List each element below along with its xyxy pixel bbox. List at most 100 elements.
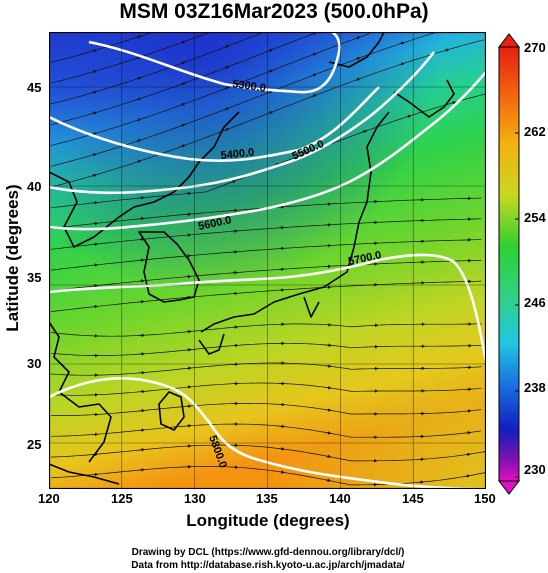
flow-arrow xyxy=(179,61,186,65)
flow-arrow xyxy=(135,139,142,143)
flow-arrow xyxy=(311,94,317,98)
flow-arrow xyxy=(311,52,317,57)
x-axis-label: Longitude (degrees) xyxy=(186,511,350,530)
flow-arrow xyxy=(464,474,471,478)
flow-arrow xyxy=(139,448,145,452)
y-axis-label: Latitude (degrees) xyxy=(3,184,22,332)
flow-arrow xyxy=(465,430,472,435)
colorbar-scale xyxy=(498,46,520,482)
streamline xyxy=(50,239,482,271)
flow-arrow xyxy=(138,300,145,304)
flow-arrow xyxy=(405,114,412,119)
x-tick-135: 135 xyxy=(256,491,278,506)
flow-arrow xyxy=(179,103,186,107)
flow-arrow xyxy=(139,408,146,413)
flow-arrow xyxy=(223,86,230,90)
flow-arrow xyxy=(311,73,317,77)
flow-arrow xyxy=(267,111,274,115)
y-tick-45: 45 xyxy=(27,80,42,95)
flow-arrow xyxy=(138,258,145,262)
flow-arrow xyxy=(223,65,230,70)
flow-arrow xyxy=(92,221,99,226)
colorbar-tick-254: 254 xyxy=(524,210,546,225)
flow-arrow xyxy=(135,97,142,101)
x-tick-125: 125 xyxy=(111,491,133,506)
colorbar-tick-262: 262 xyxy=(524,124,546,139)
flow-arrow xyxy=(179,82,186,86)
flow-arrow xyxy=(135,76,142,81)
flow-arrow xyxy=(138,216,145,221)
flow-arrow xyxy=(91,69,97,74)
colorbar-tick-230: 230 xyxy=(524,462,546,477)
flow-arrow xyxy=(223,107,230,111)
flow-arrow xyxy=(185,366,192,371)
flow-arrow xyxy=(223,128,230,132)
streamline xyxy=(50,423,481,438)
flow-arrow xyxy=(179,144,186,148)
flow-arrow xyxy=(267,69,274,73)
flow-arrow xyxy=(91,173,97,178)
grid-lines xyxy=(49,32,486,489)
contour-label-5400: 5400.0 xyxy=(220,147,255,162)
streamline xyxy=(50,382,482,396)
flow-arrow xyxy=(464,452,471,457)
colorbar-tick-238: 238 xyxy=(524,380,546,395)
streamline xyxy=(50,403,482,416)
x-tick-150: 150 xyxy=(474,491,496,506)
map-frame xyxy=(49,32,486,489)
flow-arrow xyxy=(185,274,192,279)
flow-arrow xyxy=(185,212,192,217)
flow-arrow xyxy=(135,118,142,122)
x-tick-140: 140 xyxy=(329,491,351,506)
flow-arrow xyxy=(230,180,236,184)
flow-arrow xyxy=(91,153,97,157)
flow-arrow xyxy=(135,159,142,164)
flow-arrow xyxy=(185,385,192,389)
credit-data: Data from http://database.rish.kyoto-u.a… xyxy=(131,560,405,571)
streamline xyxy=(50,323,482,337)
streamline xyxy=(50,362,482,376)
credit-drawing: Drawing by DCL (https://www.gfd-dennou.o… xyxy=(131,547,405,558)
flow-arrow xyxy=(92,242,99,247)
streamline xyxy=(50,33,370,146)
x-tick-120: 120 xyxy=(38,491,60,506)
flow-arrow xyxy=(135,35,142,39)
flow-arrow xyxy=(138,279,145,283)
flow-arrow xyxy=(179,123,186,128)
flow-arrow xyxy=(92,263,99,267)
flow-arrow xyxy=(223,45,230,49)
flow-arrow xyxy=(354,36,361,40)
map-title: MSM 03Z16Mar2023 (500.0hPa) xyxy=(119,0,429,23)
flow-arrow xyxy=(325,454,332,459)
flow-arrow xyxy=(185,348,192,352)
y-tick-30: 30 xyxy=(27,356,42,371)
y-tick-35: 35 xyxy=(27,270,42,285)
flow-arrow xyxy=(399,41,405,46)
flow-arrow xyxy=(92,472,99,477)
flow-arrow xyxy=(325,478,331,482)
flow-arrow xyxy=(138,196,145,200)
flow-arrow xyxy=(92,284,99,288)
colorbar xyxy=(498,33,520,495)
colorbar-bottom-arrow xyxy=(498,480,520,495)
flow-arrow xyxy=(361,130,368,134)
flow-arrow xyxy=(267,90,274,94)
flow-arrow xyxy=(91,111,97,115)
flow-arrow xyxy=(450,101,457,105)
flow-arrow xyxy=(354,77,361,82)
x-tick-145: 145 xyxy=(402,491,424,506)
y-tick-40: 40 xyxy=(27,179,42,194)
streamline xyxy=(50,280,482,313)
flow-arrow xyxy=(92,201,99,205)
flow-arrow xyxy=(325,431,332,435)
flow-arrow xyxy=(91,90,97,95)
flow-arrow xyxy=(279,424,286,429)
flow-arrow xyxy=(92,304,99,309)
colorbar-tick-246: 246 xyxy=(524,295,546,310)
flow-arrow xyxy=(418,480,425,484)
flow-arrow xyxy=(179,40,186,44)
flow-arrow xyxy=(325,408,332,412)
flow-arrow xyxy=(267,48,274,53)
streamline xyxy=(50,260,482,292)
y-tick-25: 25 xyxy=(27,437,42,452)
